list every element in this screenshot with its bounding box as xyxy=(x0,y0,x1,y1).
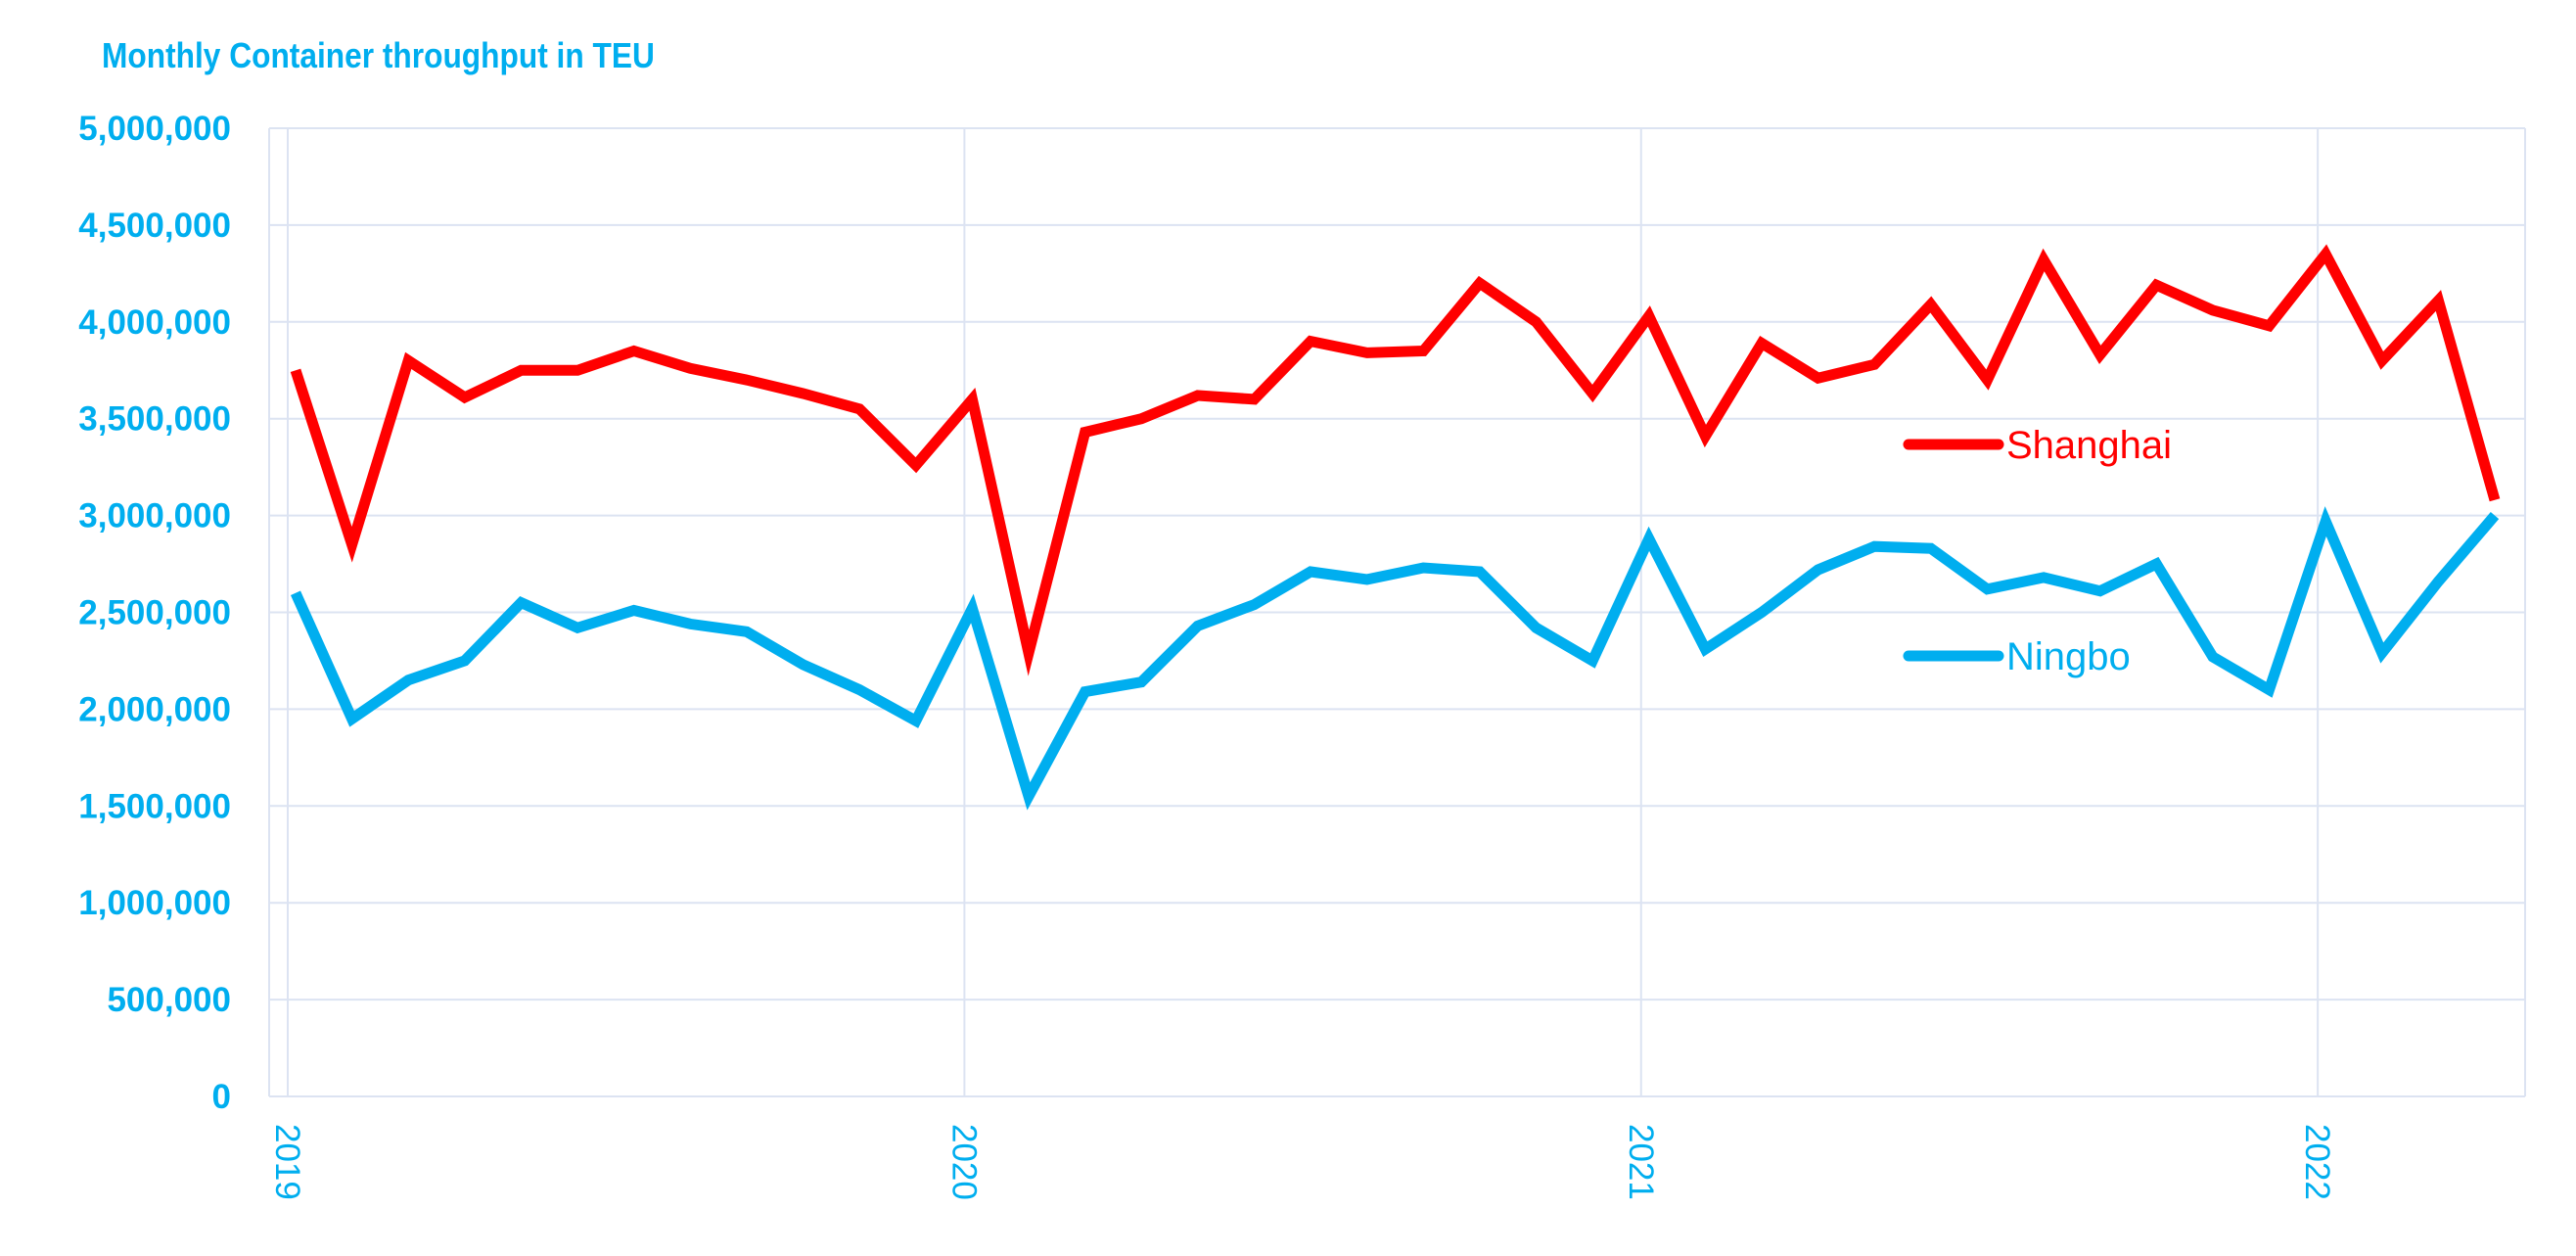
legend-label-ningbo: Ningbo xyxy=(2006,635,2131,678)
y-tick-label: 5,000,000 xyxy=(78,110,231,148)
y-tick-label: 1,500,000 xyxy=(78,787,231,825)
y-tick-label: 3,500,000 xyxy=(78,400,231,439)
y-axis: 0 500,000 1,000,000 1,500,000 2,000,000 2,500… xyxy=(78,110,231,1116)
x-tick-label: 2021 xyxy=(1622,1124,1660,1200)
x-tick-label: 2020 xyxy=(944,1124,983,1200)
legend: Shanghai Ningbo xyxy=(1903,424,2172,678)
x-axis: 2019 2020 2021 2022 xyxy=(268,1124,2336,1200)
y-tick-label: 500,000 xyxy=(107,981,231,1019)
y-tick-label: 2,000,000 xyxy=(78,690,231,728)
y-tick-label: 4,500,000 xyxy=(78,207,231,245)
y-tick-label: 2,500,000 xyxy=(78,594,231,632)
series-line-ningbo xyxy=(290,506,2500,811)
series-line-shanghai xyxy=(290,244,2501,676)
y-tick-label: 0 xyxy=(212,1078,231,1116)
series-lines xyxy=(290,244,2501,811)
y-tick-label: 1,000,000 xyxy=(78,884,231,922)
x-tick-label: 2022 xyxy=(2298,1124,2336,1200)
y-tick-label: 3,000,000 xyxy=(78,497,231,535)
x-tick-label: 2019 xyxy=(268,1124,306,1200)
legend-label-shanghai: Shanghai xyxy=(2006,424,2172,467)
y-tick-label: 4,000,000 xyxy=(78,303,231,342)
chart-title: Monthly Container throughput in TEU xyxy=(102,35,655,75)
